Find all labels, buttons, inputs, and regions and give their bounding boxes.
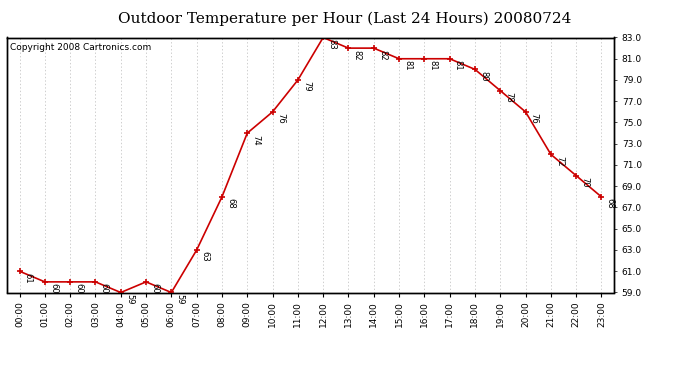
Text: 60: 60 bbox=[99, 283, 108, 294]
Text: 83: 83 bbox=[327, 39, 336, 50]
Text: 60: 60 bbox=[75, 283, 83, 294]
Text: 74: 74 bbox=[251, 135, 260, 145]
Text: 82: 82 bbox=[378, 50, 387, 60]
Text: 60: 60 bbox=[49, 283, 58, 294]
Text: Outdoor Temperature per Hour (Last 24 Hours) 20080724: Outdoor Temperature per Hour (Last 24 Ho… bbox=[118, 11, 572, 26]
Text: 76: 76 bbox=[530, 113, 539, 124]
Text: 63: 63 bbox=[201, 251, 210, 262]
Text: 81: 81 bbox=[454, 60, 463, 71]
Text: 59: 59 bbox=[125, 294, 134, 304]
Text: 76: 76 bbox=[277, 113, 286, 124]
Text: 79: 79 bbox=[302, 81, 311, 92]
Text: Copyright 2008 Cartronics.com: Copyright 2008 Cartronics.com bbox=[10, 43, 151, 52]
Text: 61: 61 bbox=[23, 273, 32, 283]
Text: 81: 81 bbox=[428, 60, 437, 71]
Text: 81: 81 bbox=[403, 60, 412, 71]
Text: 68: 68 bbox=[226, 198, 235, 209]
Text: 59: 59 bbox=[175, 294, 184, 304]
Text: 70: 70 bbox=[580, 177, 589, 188]
Text: 80: 80 bbox=[479, 71, 488, 81]
Text: 60: 60 bbox=[150, 283, 159, 294]
Text: 78: 78 bbox=[504, 92, 513, 103]
Text: 82: 82 bbox=[353, 50, 362, 60]
Text: 68: 68 bbox=[606, 198, 615, 209]
Text: 72: 72 bbox=[555, 156, 564, 166]
